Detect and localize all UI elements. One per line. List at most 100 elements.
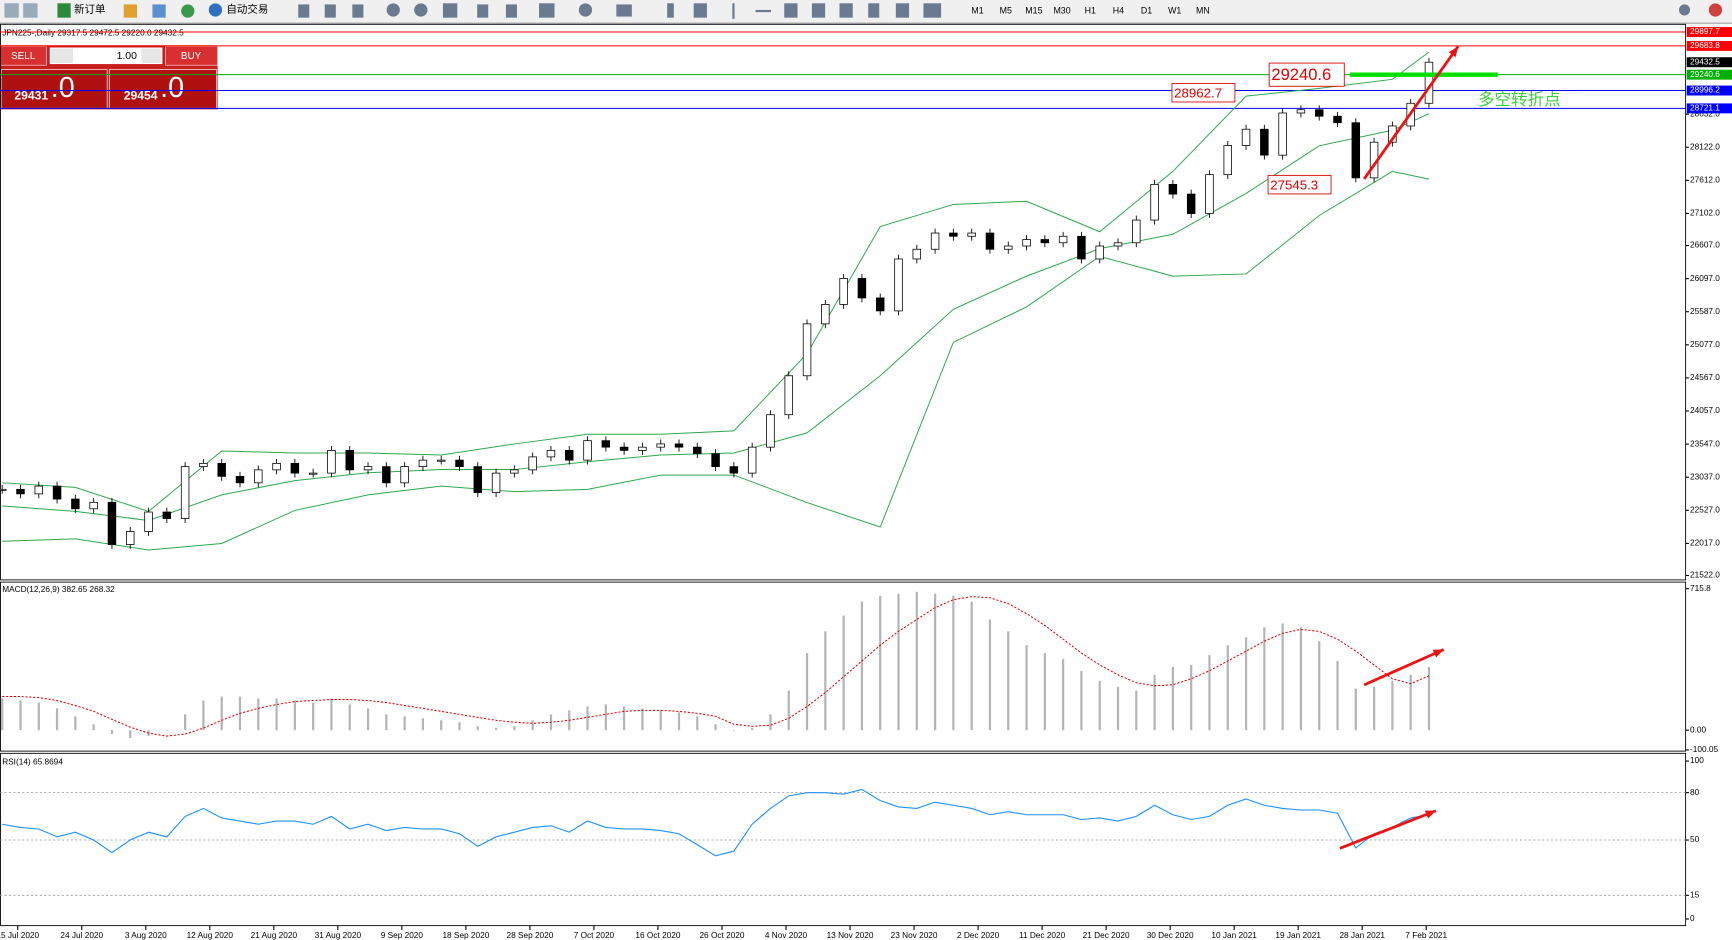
tool-icon[interactable] [152, 4, 166, 18]
timeframe-button[interactable]: H1 [1085, 5, 1096, 15]
candle [583, 440, 592, 461]
annotation-box [1268, 62, 1345, 87]
volume-value[interactable]: 1.00 [117, 51, 138, 62]
x-tick-label: 7 Feb 2021 [1405, 931, 1447, 940]
x-tick-label: 23 Nov 2020 [891, 931, 938, 940]
tool-icon[interactable] [352, 4, 364, 18]
buy-label[interactable]: BUY [181, 51, 202, 62]
candle [1260, 128, 1269, 156]
candle [34, 485, 44, 495]
y-tick-label: -100.05 [1690, 745, 1718, 754]
tool-icon[interactable] [23, 3, 38, 18]
sell-label[interactable]: SELL [11, 51, 36, 62]
candle [638, 446, 647, 451]
new-order-icon[interactable] [57, 3, 71, 18]
timeframe-button[interactable]: M5 [1000, 5, 1012, 15]
macd-bar [348, 704, 351, 731]
x-tick-label: 31 Aug 2020 [315, 931, 362, 940]
macd-bar [732, 730, 735, 731]
label-tool[interactable] [895, 3, 910, 18]
candle [199, 462, 208, 468]
timeframe-button[interactable]: W1 [1168, 5, 1181, 15]
price-level-label: 29240.6 [1690, 70, 1720, 79]
timeframe-button[interactable]: H4 [1113, 5, 1124, 15]
candle [1022, 239, 1031, 247]
sell-price[interactable]: 29431 [14, 88, 48, 102]
timeframe-button[interactable]: M30 [1053, 5, 1070, 15]
tool-icon[interactable] [539, 3, 555, 18]
tool-icon[interactable] [811, 3, 826, 18]
buy-price[interactable]: 29454 [124, 88, 158, 102]
candle [491, 472, 501, 493]
macd-bar [1171, 666, 1174, 731]
tool-icon[interactable] [923, 3, 942, 18]
notification-icon[interactable] [1708, 3, 1723, 17]
macd-bar [220, 696, 223, 731]
buy-price-box[interactable] [109, 69, 217, 109]
candle [1040, 239, 1050, 244]
sell-price-box[interactable] [0, 69, 108, 109]
zoom-out[interactable] [414, 3, 428, 17]
tool-icon[interactable] [324, 4, 336, 18]
chart-area [0, 24, 1686, 926]
macd-bar [604, 704, 607, 731]
candle [546, 450, 556, 458]
tool-icon[interactable] [477, 4, 489, 18]
macd-bar [202, 700, 205, 731]
candle [52, 485, 62, 500]
tool-icon[interactable] [839, 3, 853, 18]
x-tick-label: 30 Dec 2020 [1147, 931, 1194, 940]
timeframe-button[interactable]: MN [1196, 5, 1210, 15]
price-level-tag [1686, 69, 1732, 80]
candle [1314, 109, 1324, 117]
price-level-label: 28721.1 [1690, 104, 1720, 113]
timeframe-button[interactable]: M15 [1025, 5, 1042, 15]
timeframe-button[interactable]: D1 [1141, 5, 1152, 15]
cursor-tool[interactable] [667, 3, 674, 18]
tool-icon[interactable] [578, 3, 593, 17]
vline-tool[interactable] [732, 3, 735, 19]
timeframe-button[interactable]: M1 [971, 5, 983, 15]
volume-up[interactable] [141, 48, 162, 63]
tool-icon[interactable] [298, 4, 310, 18]
macd-bar [1116, 686, 1120, 731]
y-tick-label: 80 [1690, 788, 1700, 797]
auto-trading-icon[interactable] [208, 3, 223, 17]
text-tool[interactable] [868, 3, 880, 18]
trendline-tool[interactable] [784, 3, 798, 18]
tool-icon[interactable] [616, 4, 632, 17]
hline-tool[interactable] [755, 9, 772, 13]
y-tick-label: 23547.0 [1690, 439, 1720, 448]
volume-field[interactable] [49, 47, 163, 65]
turning-point-note: 多空转折点 [1478, 90, 1561, 109]
x-tick-label: 13 Nov 2020 [827, 931, 874, 940]
zoom-in[interactable] [386, 3, 400, 17]
new-order-button[interactable]: 新订单 [74, 3, 105, 16]
candle [308, 472, 318, 475]
tool-icon[interactable] [181, 4, 195, 18]
x-tick-label: 12 Aug 2020 [187, 931, 234, 940]
macd-bar [988, 619, 992, 731]
tool-icon[interactable] [505, 4, 517, 18]
candle [1132, 219, 1141, 244]
macd-bar [494, 728, 498, 731]
candle [1150, 183, 1159, 221]
sell-price-digits[interactable]: .0 [51, 72, 75, 104]
candle [254, 469, 263, 484]
x-tick-label: 9 Sep 2020 [381, 931, 424, 940]
buy-price-digits[interactable]: .0 [160, 72, 184, 104]
tool-icon[interactable] [4, 3, 19, 18]
macd-bar [1153, 674, 1156, 731]
tool-icon[interactable] [123, 4, 137, 18]
tool-icon[interactable] [442, 3, 458, 18]
crosshair-tool[interactable] [693, 3, 707, 18]
y-tick-label: 28632.0 [1690, 109, 1720, 118]
search-icon[interactable] [1678, 4, 1691, 16]
macd-bar [1299, 627, 1303, 731]
x-tick-label: 3 Aug 2020 [125, 931, 167, 940]
candle [1186, 193, 1196, 214]
volume-down[interactable] [50, 48, 73, 63]
y-tick-label: 21522.0 [1690, 571, 1720, 580]
macd-bar [805, 653, 809, 731]
auto-trading-button[interactable]: 自动交易 [226, 3, 268, 16]
